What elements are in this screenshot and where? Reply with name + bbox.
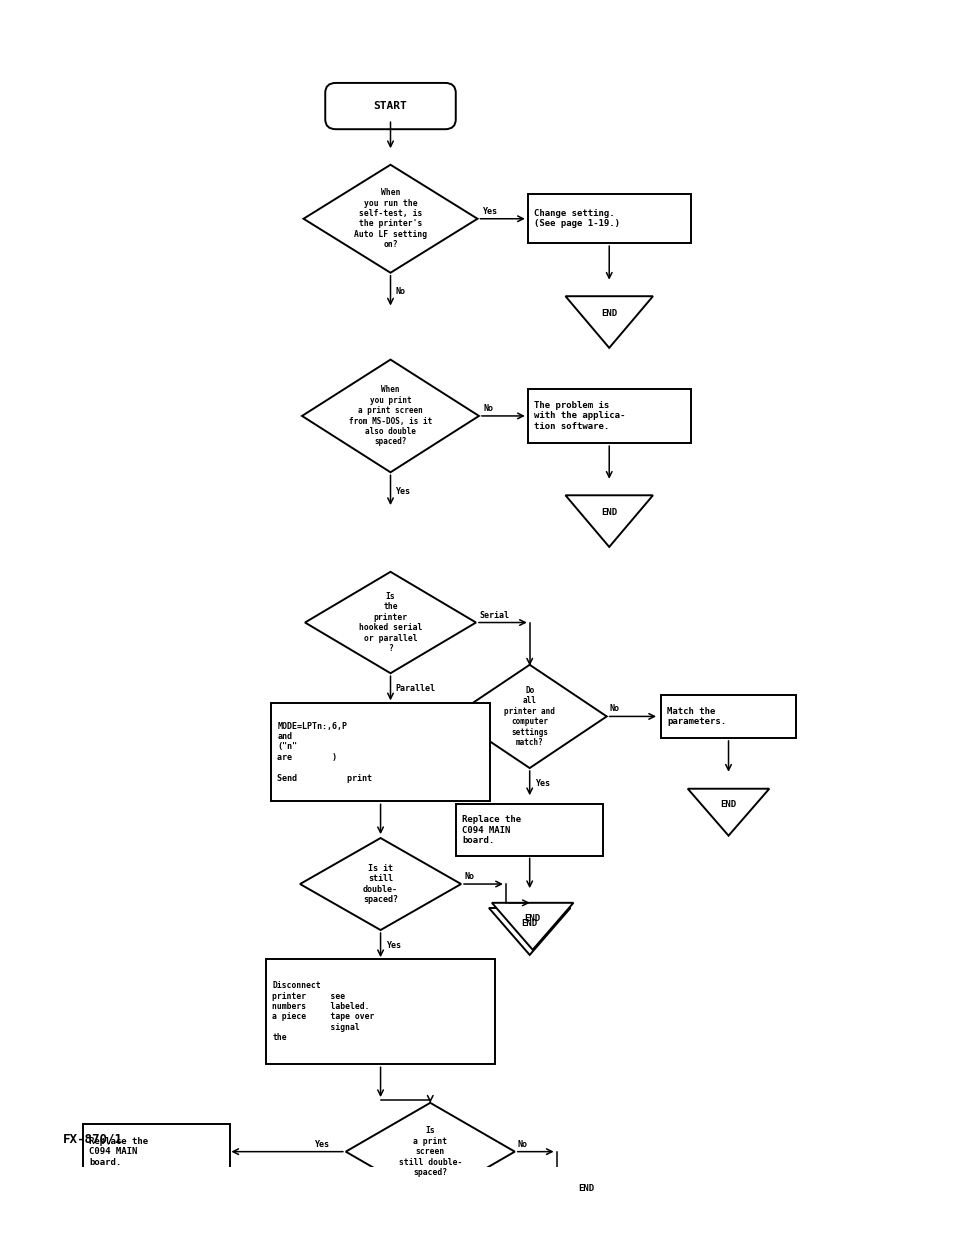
Text: Yes: Yes: [314, 1140, 329, 1148]
Polygon shape: [116, 1231, 197, 1240]
Text: Match the
parameters.: Match the parameters.: [667, 707, 726, 727]
Polygon shape: [489, 908, 570, 955]
Polygon shape: [452, 665, 606, 768]
Bar: [83, 1125, 231, 1179]
Polygon shape: [303, 165, 477, 273]
Bar: [266, 960, 495, 1064]
Text: Disconnect
printer     see
numbers     labeled.
a piece     tape over
          : Disconnect printer see numbers labeled. …: [272, 981, 375, 1043]
Text: No: No: [483, 404, 494, 413]
Text: END: END: [600, 309, 617, 317]
Text: END: END: [578, 1184, 594, 1193]
Text: No: No: [517, 1140, 527, 1148]
Text: Is
a print
screen
still double-
spaced?: Is a print screen still double- spaced?: [398, 1126, 461, 1177]
Text: Yes: Yes: [534, 779, 549, 787]
Bar: [527, 195, 690, 243]
Text: MODE=LPTn:,6,P
and
("n"
are        )

Send          print: MODE=LPTn:,6,P and ("n" are ) Send print: [277, 722, 372, 782]
Text: Replace the
C094 MAIN
board.: Replace the C094 MAIN board.: [461, 815, 520, 844]
Text: When
you run the
self-test, is
the printer's
Auto LF setting
on?: When you run the self-test, is the print…: [354, 188, 427, 249]
Text: Change setting.
(See page 1-19.): Change setting. (See page 1-19.): [533, 210, 619, 228]
Polygon shape: [545, 1173, 626, 1220]
Text: Is it
still
double-
spaced?: Is it still double- spaced?: [363, 864, 397, 904]
Text: FX-870/1: FX-870/1: [62, 1132, 122, 1146]
Bar: [271, 703, 490, 801]
Polygon shape: [565, 495, 652, 547]
Text: Yes: Yes: [482, 207, 497, 216]
Text: Yes: Yes: [385, 941, 400, 950]
Text: Replace the
C094 MAIN
board.: Replace the C094 MAIN board.: [90, 1137, 149, 1167]
Polygon shape: [302, 360, 478, 472]
Polygon shape: [565, 296, 652, 348]
Text: END: END: [524, 914, 540, 923]
Text: Serial: Serial: [478, 610, 509, 620]
Bar: [456, 805, 602, 856]
Text: START: START: [374, 102, 407, 112]
Polygon shape: [492, 903, 573, 950]
Text: Parallel: Parallel: [395, 683, 435, 693]
Text: When
you print
a print screen
from MS-DOS, is it
also double
spaced?: When you print a print screen from MS-DO…: [349, 386, 432, 446]
Text: No: No: [395, 286, 405, 296]
Text: END: END: [720, 800, 736, 808]
Text: The problem is
with the applica-
tion software.: The problem is with the applica- tion so…: [533, 401, 624, 430]
Polygon shape: [687, 789, 768, 836]
Polygon shape: [305, 572, 476, 673]
Text: No: No: [609, 704, 619, 713]
Text: END: END: [521, 919, 537, 928]
Polygon shape: [300, 838, 460, 930]
FancyBboxPatch shape: [325, 83, 456, 129]
Text: END: END: [600, 508, 617, 517]
Text: Yes: Yes: [395, 486, 410, 496]
Text: Is
the
printer
hooked serial
or parallel
?: Is the printer hooked serial or parallel…: [358, 591, 422, 653]
Bar: [660, 694, 795, 738]
Polygon shape: [345, 1102, 515, 1200]
Bar: [527, 388, 690, 443]
Text: No: No: [463, 872, 474, 882]
Text: Do
all
printer and
computer
settings
match?: Do all printer and computer settings mat…: [504, 686, 555, 746]
